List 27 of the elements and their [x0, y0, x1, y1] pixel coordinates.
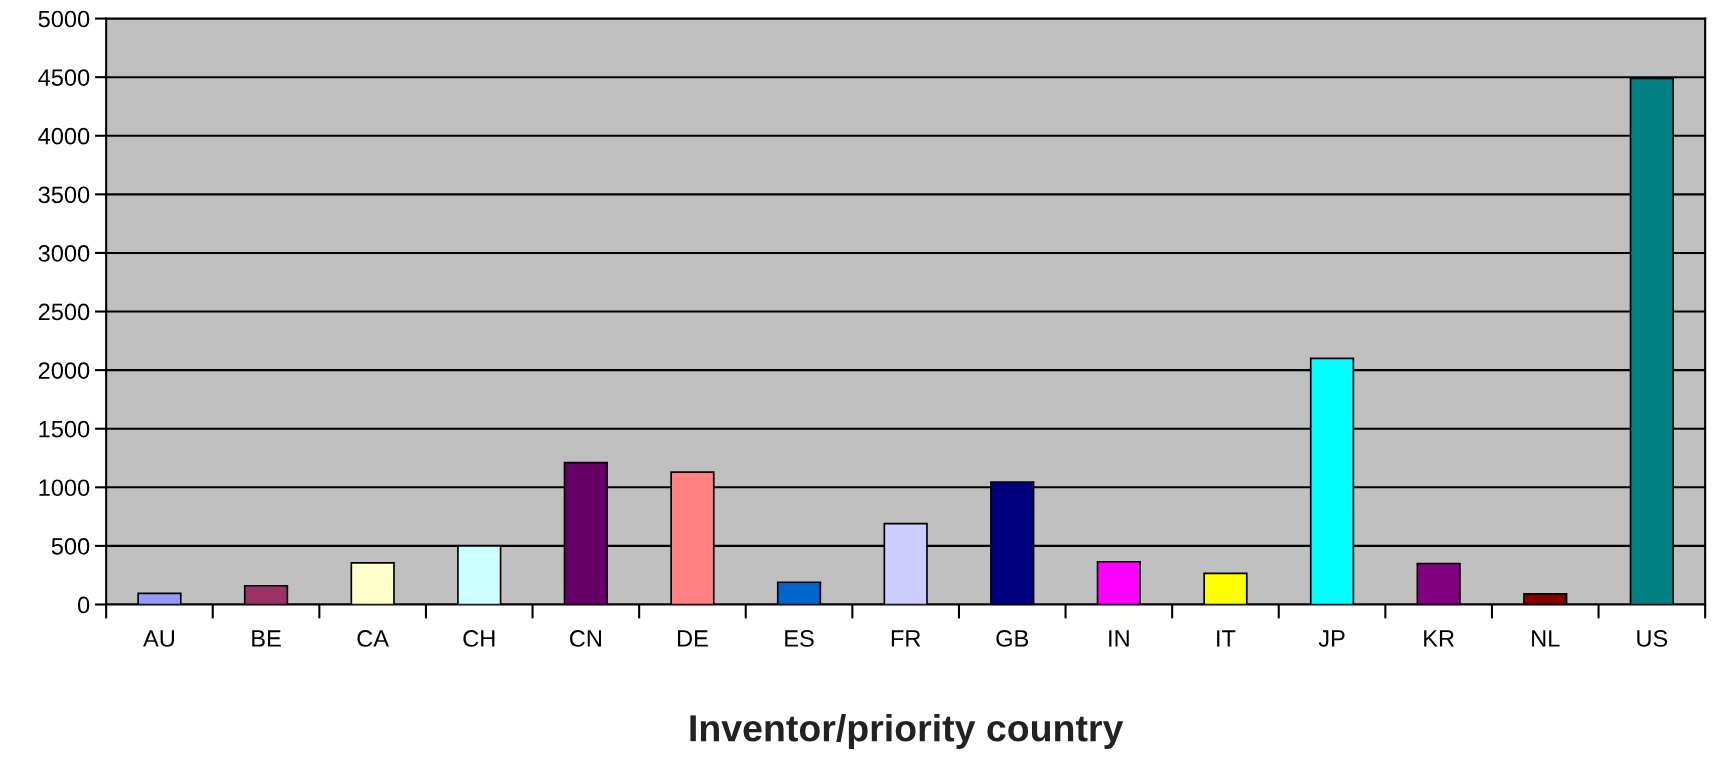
x-tick-label: KR: [1424, 630, 1454, 647]
x-axis-title: Inventor/priority country: [690, 714, 1124, 749]
x-tick-label: AU: [143, 630, 175, 647]
y-tick-label: 500: [51, 537, 90, 555]
x-tick-label: IN: [1109, 630, 1129, 647]
x-tick-label: GB: [996, 630, 1029, 647]
x-tick-label: FR: [891, 630, 921, 647]
x-tick-label: DE: [677, 630, 708, 647]
y-tick-label: 5000: [38, 10, 90, 28]
x-tick-label: CN: [569, 630, 601, 647]
y-tick-label: 2500: [38, 303, 90, 321]
x-tick-label: NL: [1532, 630, 1560, 647]
y-tick-label: 0: [77, 596, 90, 614]
x-tick-label: IT: [1217, 630, 1236, 647]
y-tick-label: 4000: [38, 127, 90, 145]
x-tick-label: ES: [785, 630, 814, 647]
y-tick-label: 4500: [38, 69, 90, 86]
x-tick-label: CH: [463, 630, 495, 647]
y-tick-label: 1500: [39, 420, 90, 438]
x-tick-label: JP: [1318, 630, 1345, 647]
y-tick-label: 1000: [39, 479, 90, 497]
y-tick-label: 3000: [38, 245, 90, 262]
x-tick-label: CA: [357, 630, 389, 647]
x-tick-label: BE: [252, 630, 281, 647]
x-tick-label: US: [1637, 630, 1668, 647]
y-tick-label: 2000: [38, 362, 90, 379]
y-tick-label: 3500: [38, 186, 90, 204]
